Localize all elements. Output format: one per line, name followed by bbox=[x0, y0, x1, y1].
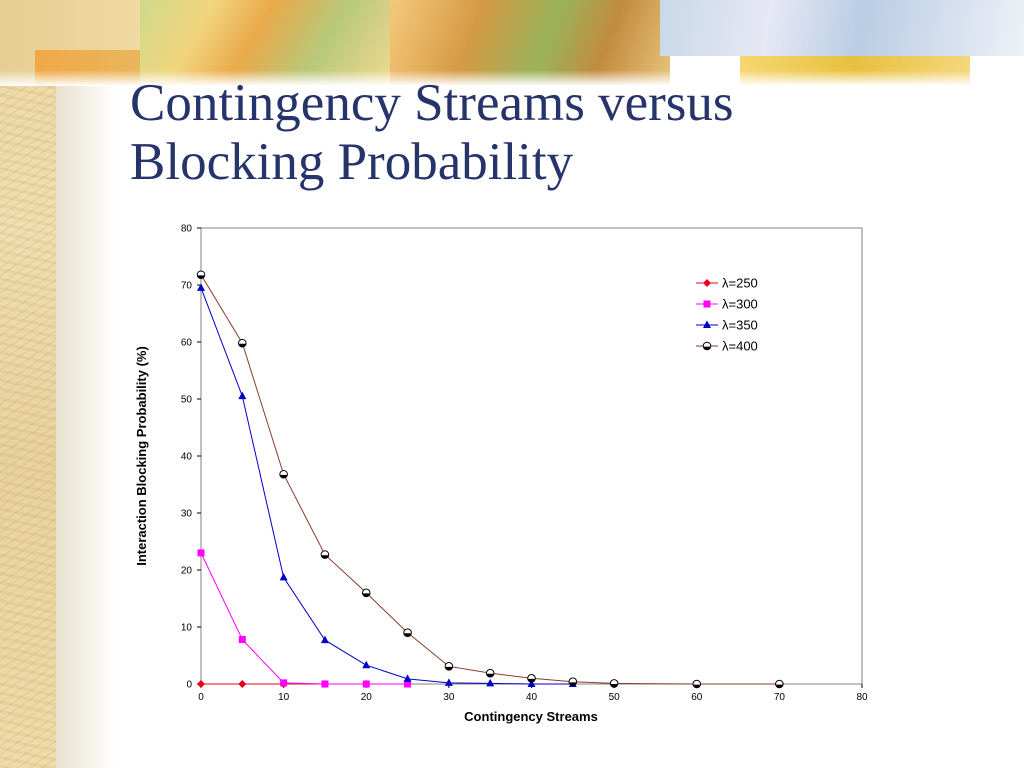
data-point bbox=[321, 680, 329, 688]
y-tick-label: 60 bbox=[181, 338, 193, 349]
data-point bbox=[238, 680, 247, 688]
slide-title: Contingency Streams versus Blocking Prob… bbox=[130, 74, 1010, 193]
x-axis: 0 10 20 30 40 50 60 70 80 bbox=[198, 684, 868, 703]
slide-title-line-1: Contingency Streams versus bbox=[130, 74, 734, 132]
data-point bbox=[197, 549, 205, 557]
y-tick-label: 10 bbox=[181, 623, 193, 634]
series-4 bbox=[196, 270, 784, 689]
data-point bbox=[444, 662, 454, 671]
x-tick-label: 80 bbox=[856, 692, 868, 703]
data-point bbox=[403, 674, 412, 682]
y-axis-label: Interaction Blocking Probability (%) bbox=[134, 346, 149, 566]
data-point bbox=[361, 588, 371, 598]
legend-item: λ=400 bbox=[696, 339, 758, 354]
x-tick-label: 30 bbox=[443, 692, 455, 703]
legend-label: λ=250 bbox=[722, 276, 758, 291]
data-point bbox=[527, 674, 536, 683]
data-point bbox=[403, 628, 412, 638]
data-point bbox=[197, 680, 205, 688]
x-tick-label: 0 bbox=[198, 692, 204, 703]
data-point bbox=[609, 679, 619, 688]
legend-item: λ=300 bbox=[696, 297, 758, 312]
data-point bbox=[238, 636, 246, 644]
slide-banner bbox=[0, 0, 1024, 86]
series-line bbox=[200, 552, 408, 685]
data-point bbox=[527, 679, 536, 687]
data-point bbox=[692, 679, 702, 689]
legend-label: λ=350 bbox=[722, 318, 758, 333]
y-tick-label: 50 bbox=[181, 395, 193, 406]
data-point bbox=[486, 678, 495, 687]
data-point bbox=[362, 660, 371, 669]
data-point bbox=[320, 550, 330, 559]
x-axis-label: Contingency Streams bbox=[464, 709, 598, 724]
y-axis: 0 10 20 30 40 50 60 70 80 bbox=[181, 224, 201, 691]
legend-marker bbox=[703, 320, 711, 328]
legend-item: λ=350 bbox=[696, 318, 758, 333]
data-point bbox=[320, 635, 329, 644]
series-line bbox=[200, 287, 573, 685]
data-point bbox=[404, 680, 412, 688]
data-point bbox=[280, 679, 288, 687]
data-point bbox=[279, 469, 288, 479]
legend-marker bbox=[702, 341, 712, 351]
data-point bbox=[568, 677, 578, 687]
data-point bbox=[196, 270, 206, 280]
data-point bbox=[444, 678, 453, 686]
data-point bbox=[238, 338, 247, 348]
legend-marker bbox=[703, 279, 711, 287]
slide-sidebar-texture bbox=[0, 0, 56, 768]
data-point bbox=[197, 283, 205, 291]
data-point bbox=[485, 668, 495, 678]
series-2 bbox=[197, 549, 412, 688]
legend: λ=250 λ=300 λ=350 λ=400 bbox=[696, 276, 758, 354]
legend-marker bbox=[703, 300, 711, 308]
y-tick-label: 80 bbox=[181, 224, 193, 235]
x-tick-label: 20 bbox=[361, 692, 373, 703]
x-tick-label: 70 bbox=[774, 692, 786, 703]
x-tick-label: 40 bbox=[526, 692, 538, 703]
legend-label: λ=400 bbox=[722, 339, 758, 354]
plot-area bbox=[200, 227, 863, 685]
x-tick-label: 50 bbox=[609, 692, 621, 703]
data-point bbox=[775, 679, 784, 689]
series-3 bbox=[197, 283, 577, 687]
legend-item: λ=250 bbox=[696, 276, 758, 291]
y-tick-label: 20 bbox=[181, 566, 193, 577]
y-tick-label: 70 bbox=[181, 281, 193, 292]
y-tick-label: 30 bbox=[181, 509, 193, 520]
data-point bbox=[279, 572, 288, 581]
slide-title-line-2: Blocking Probability bbox=[130, 133, 574, 192]
x-tick-label: 60 bbox=[691, 692, 703, 703]
y-tick-label: 0 bbox=[186, 680, 192, 691]
data-point bbox=[238, 391, 247, 400]
series-layer bbox=[196, 270, 784, 689]
x-tick-label: 10 bbox=[278, 692, 290, 703]
data-point bbox=[362, 680, 370, 688]
legend-label: λ=300 bbox=[722, 297, 758, 312]
y-tick-label: 40 bbox=[181, 452, 193, 463]
sidebar-shadow bbox=[56, 0, 116, 768]
